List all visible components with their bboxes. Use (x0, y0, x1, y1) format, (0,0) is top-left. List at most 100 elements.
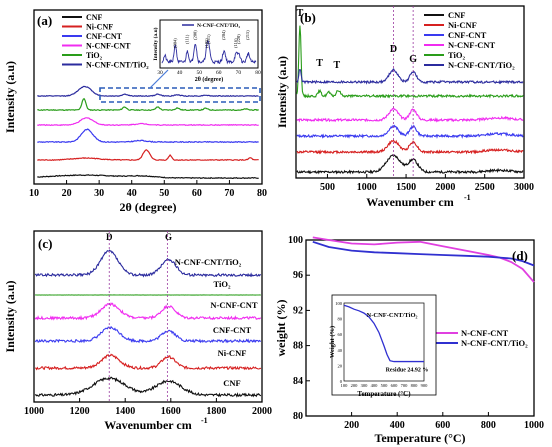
series-line-n-cnf-cnt-tio2 (34, 249, 262, 278)
legend-label-cnf: CNF (86, 13, 103, 22)
x-tick-label: 400 (390, 420, 405, 431)
xrd-panel-a: 10 20 30 40 50 60 70 80 2θ (degree) Intensity (a.… (0, 0, 276, 223)
series-line-n-cnf-cnt (296, 107, 524, 123)
inset-x-tick-label: 50 (196, 70, 202, 76)
peak-label-g: G (165, 232, 172, 242)
inset-y-tick-label: 40 (338, 348, 343, 353)
series-line-n-cnf-cnt-tio2 (37, 85, 259, 98)
legend-label-n-cnf-cnt-tio2: N-CNF-CNT/TiO₂ (86, 61, 149, 70)
series-line-cnf (296, 154, 524, 175)
inset-x-tick-label: 40 (177, 70, 183, 76)
inset-series-line (161, 40, 257, 65)
legend-label-tio2: TiO₂ (86, 51, 103, 60)
panel-label: (a) (37, 13, 52, 28)
inset-y-axis-label: Weight (%) (329, 326, 336, 358)
x-tick-label: 30 (94, 188, 104, 199)
legend-label-cnf-cnt: CNF-CNT (86, 32, 123, 41)
y-tick-label: 96 (293, 270, 303, 281)
panel-label: (c) (38, 236, 52, 251)
series-line-n-cnf-cnt-tio2 (296, 68, 524, 85)
inset-series-line (343, 304, 395, 363)
legend-label-tio2: TiO₂ (448, 50, 465, 60)
raman-panel-b: T T T D G 500 1000 1500 2000 2500 3000 Wavenumber c… (276, 0, 552, 223)
legend-label-cnf-cnt: CNF-CNT (448, 30, 487, 40)
inset-x-axis-label: Temperature (°C) (357, 390, 411, 398)
series-line-n-cnf-cnt-tio2 (312, 240, 535, 267)
legend-label-n-cnf-cnt: N-CNF-CNT (461, 328, 509, 338)
series-line-cnf-cnt (296, 124, 524, 139)
inset-peak-annotation: (220) (236, 34, 241, 44)
inset-x-tick-label: 30 (157, 70, 163, 76)
inset-y-tick-label: 20 (338, 363, 343, 368)
inset-x-tick-label: 400 (371, 383, 379, 388)
legend-label-cnf: CNF (448, 10, 465, 20)
x-tick-label: 50 (159, 188, 169, 199)
inset-plot-frame (343, 302, 425, 382)
x-tick-label: 2000 (252, 406, 272, 417)
legend-label-n-cnf-cnt: N-CNF-CNT (86, 42, 131, 51)
series-label-tio2: TiO₂ (213, 279, 230, 289)
series-line-cnf-cnt (37, 128, 259, 144)
inset-legend-label: N-CNF-CNT/TiO₂ (197, 23, 240, 29)
y-tick-label: 84 (293, 376, 303, 387)
inset-x-tick-label: 500 (381, 383, 389, 388)
x-tick-label: 1000 (357, 182, 377, 193)
inset-x-axis-label: 2θ (degree) (195, 76, 224, 83)
peak-label-t: T (334, 60, 341, 71)
series-label-ni-cnf: Ni-CNF (218, 348, 247, 358)
series-label-n-cnf-cnt-tio2: N-CNF-CNT/TiO₂ (175, 257, 242, 267)
series-line-n-cnf-cnt (312, 236, 535, 283)
plot-frame (33, 9, 263, 185)
y-axis-label: weight (%) (276, 300, 288, 357)
x-tick-label: 40 (127, 188, 137, 199)
inset-peak-annotation: (200) (192, 30, 197, 40)
inset-y-axis-label: Intensity (a.u) (152, 27, 159, 60)
y-tick-label: 92 (293, 305, 303, 316)
peak-label-t: T (316, 58, 323, 69)
peak-label-t: T (297, 8, 304, 19)
x-tick-label: 20 (62, 188, 72, 199)
x-tick-label: 1000 (524, 420, 544, 431)
x-tick-label: 10 (29, 188, 39, 199)
x-tick-label: 200 (344, 420, 359, 431)
x-tick-label: 3000 (514, 182, 534, 193)
legend-label-ni-cnf: Ni-CNF (448, 20, 477, 30)
raman-panel-c: CNF Ni-CNF CNF-CNT N-CNF-CNT TiO₂ N-CNF-CNT/T… (0, 223, 276, 447)
series-line-n-cnf-cnt (34, 302, 262, 321)
inset-y-tick-label: 60 (338, 332, 343, 337)
series-label-n-cnf-cnt: N-CNF-CNT (210, 300, 258, 310)
plot-frame (33, 230, 263, 403)
inset-residue-annotation: Residue 24.92 % (386, 368, 429, 374)
inset-y-tick-label: 80 (338, 317, 343, 322)
x-axis-label: Temperature (°C) (374, 431, 465, 445)
inset-x-tick-label: 70 (236, 70, 242, 76)
inset-peak-annotation: (211) (206, 34, 211, 44)
inset-x-tick-label: 100 (341, 383, 349, 388)
peak-label-d: D (390, 44, 397, 55)
inset-x-tick-label: 300 (361, 383, 369, 388)
tga-panel-d: 200 400 600 800 1000 80 84 88 92 96 100 Temperature… (276, 223, 552, 447)
series-label-cnf: CNF (223, 378, 240, 388)
inset-x-tick-label: 800 (411, 383, 419, 388)
panel-label: (b) (300, 10, 316, 25)
x-tick-label: 1000 (24, 406, 44, 417)
inset-peak-annotation: (105) (204, 38, 209, 48)
legend-label-n-cnf-cnt: N-CNF-CNT (448, 40, 496, 50)
inset-y-tick-label: 100 (335, 301, 343, 306)
zoom-pointer-arrow (149, 69, 169, 89)
inset-peak-annotation: (204) (221, 30, 226, 40)
y-tick-label: 80 (293, 411, 303, 422)
series-label-cnf-cnt: CNF-CNT (213, 325, 252, 335)
x-tick-label: 500 (320, 182, 335, 193)
series-line-cnf (34, 376, 262, 398)
legend-label-ni-cnf: Ni-CNF (86, 23, 113, 32)
x-tick-label: 2500 (475, 182, 495, 193)
y-axis-label: Intensity (a.u) (3, 280, 17, 352)
legend-label-n-cnf-cnt-tio2: N-CNF-CNT/TiO₂ (461, 338, 528, 348)
x-tick-label: 70 (224, 188, 234, 199)
x-tick-label: 800 (481, 420, 496, 431)
series-line-tio2 (296, 25, 524, 99)
x-tick-label: 1200 (70, 406, 90, 417)
series-line-n-cnf-cnt (37, 117, 259, 127)
inset-x-tick-label: 80 (255, 70, 261, 76)
